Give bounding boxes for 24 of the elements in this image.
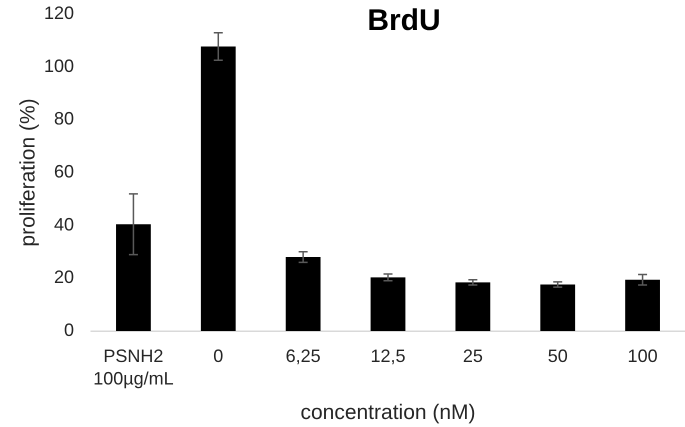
- x-axis-title: concentration (nM): [300, 401, 476, 424]
- y-tick-label: 60: [54, 161, 74, 182]
- x-tick-label: 50: [548, 346, 568, 366]
- y-tick-label: 40: [54, 214, 74, 234]
- bar: [455, 282, 490, 331]
- x-tick-label: 100: [628, 346, 658, 366]
- y-tick-label: 20: [54, 267, 74, 288]
- x-tick-label: 6,25: [286, 346, 321, 366]
- chart-title: BrdU: [366, 3, 442, 39]
- y-tick-label: 120: [44, 2, 74, 23]
- bar: [116, 224, 151, 331]
- x-tick-label: 12,5: [370, 346, 406, 366]
- bar: [540, 284, 576, 331]
- bar: [200, 46, 236, 331]
- bar: [370, 277, 406, 331]
- y-tick-label: 80: [54, 108, 74, 129]
- bar: [286, 257, 321, 331]
- x-tick-label: PSNH2 100µg/mL: [93, 346, 174, 389]
- bar: [625, 280, 660, 331]
- x-tick-label: 25: [462, 346, 483, 366]
- x-tick-label: 0: [213, 346, 224, 366]
- y-tick-label: 100: [44, 56, 74, 76]
- y-tick-label: 0: [64, 320, 74, 340]
- y-axis-title: proliferation (%): [16, 98, 40, 247]
